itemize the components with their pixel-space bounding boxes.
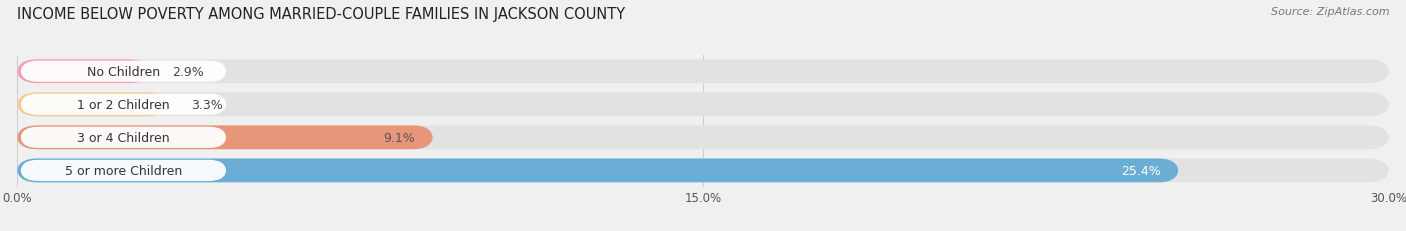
Text: 3 or 4 Children: 3 or 4 Children xyxy=(77,131,170,144)
Text: 2.9%: 2.9% xyxy=(173,65,204,78)
Text: 9.1%: 9.1% xyxy=(382,131,415,144)
Text: 1 or 2 Children: 1 or 2 Children xyxy=(77,98,170,111)
FancyBboxPatch shape xyxy=(17,60,149,84)
FancyBboxPatch shape xyxy=(21,160,226,181)
FancyBboxPatch shape xyxy=(21,127,226,148)
Text: 3.3%: 3.3% xyxy=(191,98,222,111)
FancyBboxPatch shape xyxy=(21,94,226,115)
FancyBboxPatch shape xyxy=(17,60,1389,84)
Text: 5 or more Children: 5 or more Children xyxy=(65,164,181,177)
Text: 25.4%: 25.4% xyxy=(1121,164,1160,177)
FancyBboxPatch shape xyxy=(17,159,1178,182)
FancyBboxPatch shape xyxy=(21,61,226,82)
FancyBboxPatch shape xyxy=(17,126,1389,150)
FancyBboxPatch shape xyxy=(17,93,167,117)
FancyBboxPatch shape xyxy=(17,93,1389,117)
Text: INCOME BELOW POVERTY AMONG MARRIED-COUPLE FAMILIES IN JACKSON COUNTY: INCOME BELOW POVERTY AMONG MARRIED-COUPL… xyxy=(17,7,626,22)
FancyBboxPatch shape xyxy=(17,126,433,150)
Text: Source: ZipAtlas.com: Source: ZipAtlas.com xyxy=(1271,7,1389,17)
Text: No Children: No Children xyxy=(87,65,160,78)
FancyBboxPatch shape xyxy=(17,159,1389,182)
